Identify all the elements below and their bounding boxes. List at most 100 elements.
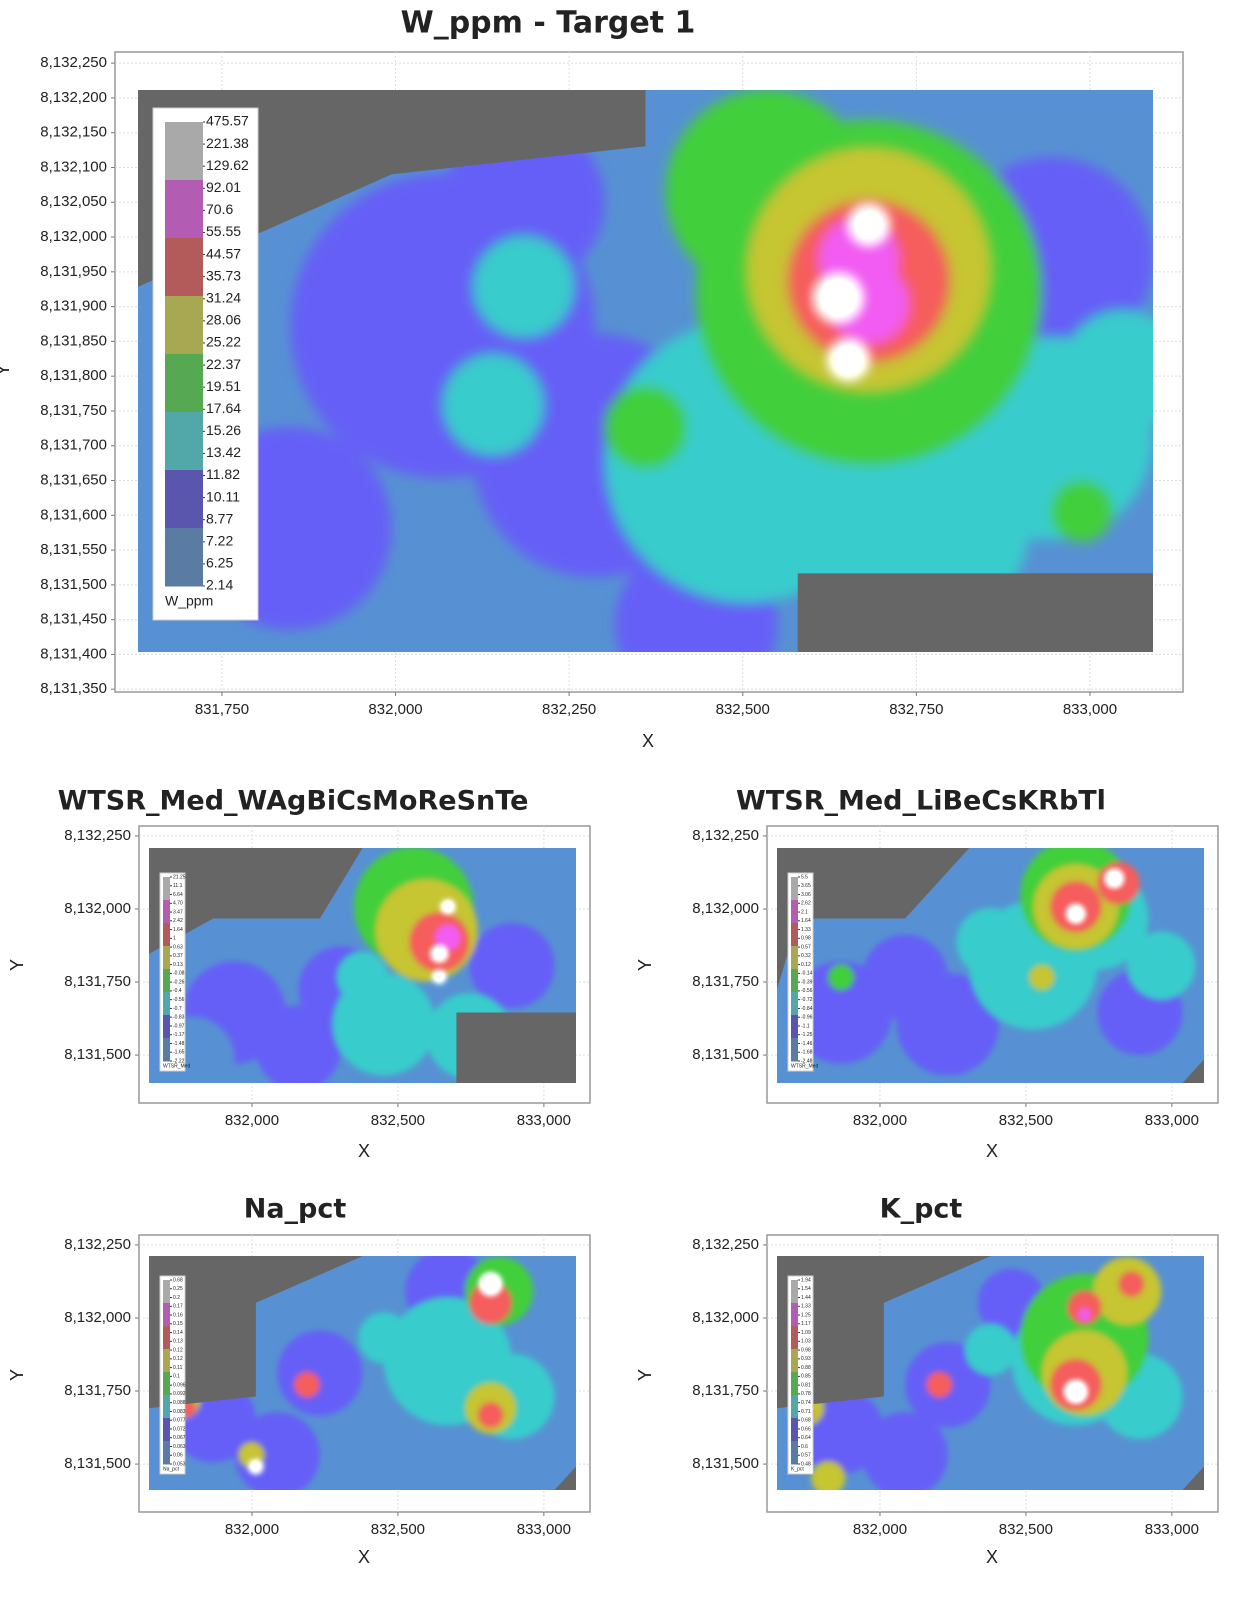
heat-blob (1052, 481, 1113, 542)
legend-swatch (163, 1418, 170, 1442)
x-axis-label: X (358, 1141, 370, 1161)
y-tick-label: 8,131,700 (40, 437, 107, 454)
legend-swatch (165, 238, 203, 297)
legend-label: 2.62 (801, 901, 811, 907)
legend-label: 13.42 (206, 444, 241, 460)
y-tick-label: 8,131,500 (692, 1046, 759, 1063)
heat-blob (1106, 870, 1123, 887)
x-axis-label: X (986, 1547, 998, 1567)
legend-label: 70.6 (206, 201, 233, 217)
legend-label: -0.4 (173, 988, 182, 994)
legend-label: -1.1 (801, 1023, 810, 1029)
legend-label: 221.38 (206, 135, 249, 151)
y-tick-label: 8,131,550 (40, 541, 107, 558)
legend: 1.941.541.441.331.251.171.091.030.980.93… (788, 1276, 813, 1474)
legend-label: 0.64 (801, 1435, 811, 1441)
chart-title: WTSR_Med_WAgBiCsMoReSnTe (58, 786, 529, 817)
legend-label: -0.39 (801, 979, 813, 985)
x-tick-label: 832,000 (225, 1521, 279, 1538)
legend-swatch (163, 1280, 170, 1304)
heat-blob (965, 1324, 1016, 1375)
legend-label: 10.11 (206, 488, 240, 504)
legend-label: 7.22 (206, 533, 233, 549)
legend-swatch (791, 1395, 798, 1419)
legend-swatch (163, 877, 170, 901)
heat-blob (478, 1402, 504, 1428)
legend-label: 1.64 (173, 927, 183, 933)
legend-label: -0.56 (801, 988, 813, 994)
legend-swatch (163, 900, 170, 924)
heat-blob (862, 1412, 947, 1497)
legend-swatch (791, 1280, 798, 1304)
heat-blob (1067, 905, 1084, 922)
x-tick-label: 833,000 (1063, 701, 1117, 718)
legend-swatch (163, 1015, 170, 1039)
x-tick-label: 833,000 (1145, 1112, 1199, 1129)
y-tick-label: 8,131,500 (40, 576, 107, 593)
heat-blob (294, 1372, 320, 1398)
x-tick-label: 832,500 (999, 1112, 1053, 1129)
legend-label: 0.98 (801, 936, 811, 942)
legend-title: K_pct (791, 1466, 804, 1472)
legend-swatch (165, 412, 203, 471)
legend: 475.57221.38129.6292.0170.655.5544.5735.… (153, 108, 258, 620)
legend-label: 129.62 (206, 157, 249, 173)
x-tick-label: 832,000 (225, 1112, 279, 1129)
legend-swatch (163, 1303, 170, 1327)
legend-label: 0.067 (173, 1435, 186, 1441)
legend-label: 0.98 (801, 1347, 811, 1353)
chart-title: W_ppm - Target 1 (401, 6, 696, 41)
legend-swatch (163, 1395, 170, 1419)
heat-blob (480, 1273, 501, 1294)
legend-swatch (791, 1372, 798, 1396)
legend-label: 4.70 (173, 901, 183, 907)
y-tick-label: 8,131,750 (64, 1382, 131, 1399)
y-tick-label: 8,131,800 (40, 367, 107, 384)
x-tick-label: 833,000 (517, 1521, 571, 1538)
legend-label: 19.51 (206, 378, 241, 394)
heat-blob (1065, 1381, 1086, 1402)
legend-swatch (165, 528, 203, 587)
legend-label: 1 (173, 936, 176, 942)
x-tick-label: 832,500 (371, 1521, 425, 1538)
x-tick-label: 832,500 (716, 701, 770, 718)
y-tick-label: 8,131,450 (40, 611, 107, 628)
x-tick-label: 833,000 (517, 1112, 571, 1129)
legend-swatch (791, 923, 798, 947)
legend-swatch (791, 1326, 798, 1350)
legend-label: 0.85 (801, 1374, 811, 1380)
legend-label: -0.08 (173, 971, 185, 977)
legend-swatch (791, 1349, 798, 1373)
legend-label: 0.13 (173, 962, 183, 968)
legend-label: 1.17 (801, 1321, 811, 1327)
y-tick-label: 8,132,000 (40, 228, 107, 245)
legend-swatch (163, 946, 170, 970)
heat-blob (816, 276, 861, 321)
legend-label: 0.74 (801, 1400, 811, 1406)
legend-label: 0.16 (173, 1312, 183, 1318)
legend-swatch (791, 1015, 798, 1039)
legend-label: 1.03 (801, 1339, 811, 1345)
legend-label: 1.54 (801, 1286, 811, 1292)
legend-label: 15.26 (206, 422, 241, 438)
legend-label: 0.88 (801, 1365, 811, 1371)
legend-swatch (163, 1372, 170, 1396)
legend-label: 0.15 (173, 1321, 183, 1327)
legend-label: 11.1 (173, 883, 183, 889)
x-tick-label: 832,000 (853, 1112, 907, 1129)
legend-label: 3.06 (801, 892, 811, 898)
legend-label: 3.47 (173, 909, 183, 915)
legend-label: -1.17 (173, 1032, 185, 1038)
heat-blob (1127, 931, 1195, 999)
y-tick-label: 8,131,850 (40, 332, 107, 349)
x-tick-label: 832,250 (542, 701, 596, 718)
legend-label: 1.25 (801, 1312, 811, 1318)
legend-label: -1.65 (173, 1050, 185, 1056)
legend-label: 0.66 (801, 1426, 811, 1432)
heat-blob (1119, 1271, 1145, 1297)
y-tick-label: 8,131,500 (64, 1046, 131, 1063)
legend-label: 0.2 (173, 1295, 180, 1301)
legend-swatch (163, 1326, 170, 1350)
chart: 8,131,5008,131,7508,132,0008,132,250832,… (635, 1194, 1218, 1567)
legend-label: -1.25 (801, 1032, 813, 1038)
